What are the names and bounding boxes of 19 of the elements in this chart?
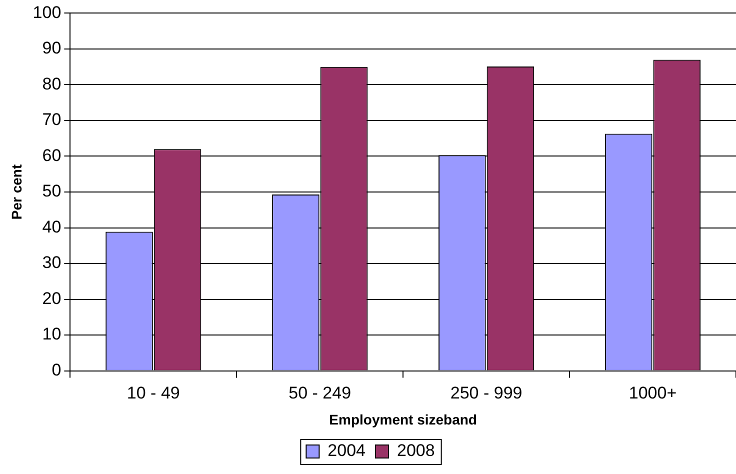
y-tick-label: 10 (42, 324, 62, 344)
legend-label: 2008 (397, 441, 435, 460)
y-tick-label: 80 (42, 74, 62, 94)
y-tick-label: 0 (52, 360, 62, 380)
y-tick-label: 100 (32, 2, 62, 22)
x-tick-label: 50 - 249 (288, 384, 352, 403)
x-axis-title: Employment sizeband (329, 411, 477, 428)
y-tick-label: 70 (42, 110, 62, 130)
y-tick-label: 90 (42, 38, 62, 58)
y-axis-title: Per cent (8, 164, 24, 220)
x-tick-label: 10 - 49 (126, 384, 180, 403)
legend-label: 2004 (328, 441, 366, 460)
y-tick-label: 50 (42, 182, 62, 201)
y-tick-label: 40 (42, 217, 62, 236)
y-tick-label: 60 (42, 146, 62, 165)
y-tick-label: 20 (42, 288, 62, 308)
x-tick-label: 1000+ (628, 384, 677, 403)
y-tick-label: 30 (42, 253, 62, 272)
x-tick-label: 250 - 999 (450, 384, 522, 403)
